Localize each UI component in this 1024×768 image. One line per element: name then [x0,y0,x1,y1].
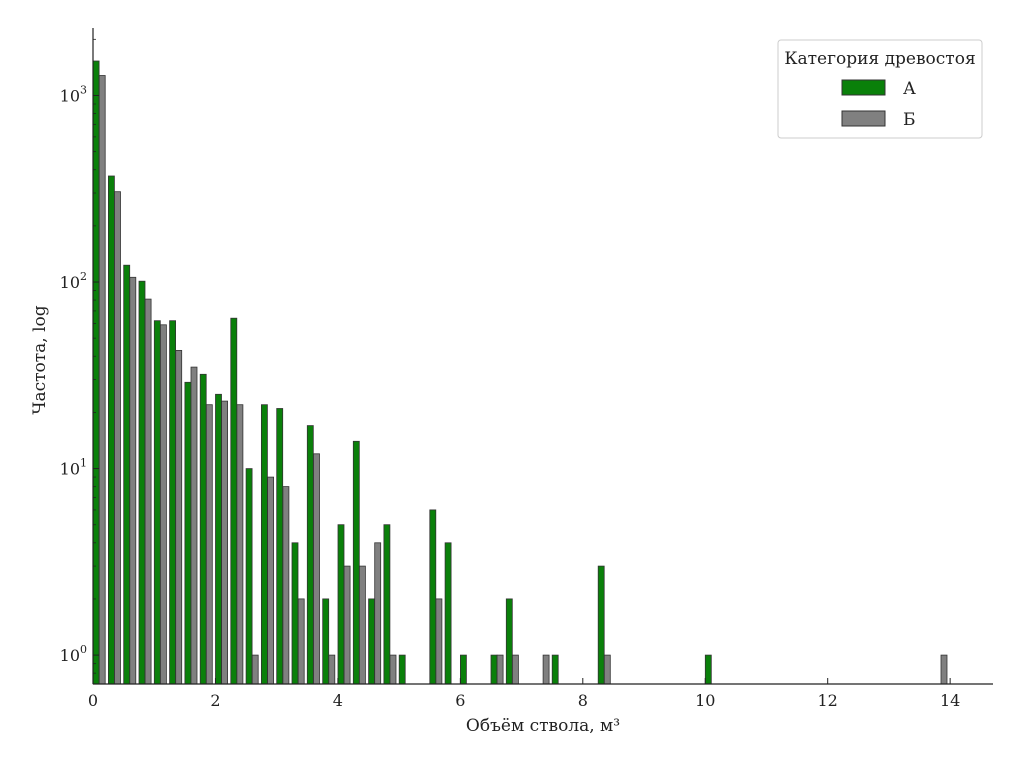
bar-b-3 [144,298,152,685]
bar-b-15 [328,654,336,685]
legend-label-b: Б [903,110,916,130]
bar-b-1 [114,191,121,685]
bar-b-13 [297,598,305,685]
bar-b-11 [267,476,275,685]
bar-a-12 [276,408,284,685]
bar-a-4 [153,320,161,685]
bar-a-3 [138,280,146,685]
x-axis-ticks: 0 2 4 6 8 10 12 14 [88,678,960,710]
bar-b-25 [940,654,948,685]
bar-b-16 [343,565,351,685]
y-axis-ticks: 100 101 102 103 [60,38,99,685]
bar-a-28 [704,654,712,685]
bar-a-14 [306,425,314,685]
bar-a-21 [429,509,437,685]
y-axis-title: Частота, log [30,305,50,414]
bar-b-9 [236,404,244,685]
bar-a-17 [352,440,360,685]
legend-swatch-a [841,79,886,96]
bar-a-8 [215,393,222,685]
legend-swatch-b [841,110,886,127]
bar-a-2 [123,264,131,685]
bar-a-23 [459,654,467,685]
bar-b-14 [313,453,320,685]
bar-a-16 [337,524,345,685]
bar-b-18 [374,542,382,685]
bar-b-5 [175,349,183,685]
bar-b-8 [221,400,229,685]
bar-a-25 [505,598,513,685]
series-a-bars [92,60,712,685]
legend-title: Категория древостоя [784,49,975,69]
bar-a-7 [199,373,207,685]
bar-b-24 [603,654,611,685]
bar-a-1 [108,175,115,685]
bar-b-17 [358,565,366,685]
legend-label-a: А [903,79,916,99]
series-b-bars [98,75,948,685]
x-tick-label: 12 [818,691,838,710]
bar-b-4 [159,324,167,685]
legend: Категория древостоя А Б [777,39,983,139]
bar-a-26 [551,654,559,685]
bar-b-10 [251,654,259,685]
bar-b-6 [190,366,198,685]
y-tick-label: 100 [60,643,87,665]
bar-a-19 [383,524,391,685]
bar-b-20 [435,598,443,685]
y-tick-label: 102 [60,270,87,292]
bar-a-13 [291,542,299,685]
y-tick-label: 103 [60,83,87,105]
x-tick-label: 8 [578,691,588,710]
bar-b-2 [129,276,137,685]
x-tick-label: 4 [333,691,343,710]
bar-a-5 [169,320,177,685]
bar-b-7 [205,404,213,685]
bar-b-19 [389,654,397,685]
bar-a-18 [368,598,376,685]
bar-a-0 [92,60,100,685]
x-axis-title: Объём ствола, м³ [466,716,620,736]
x-tick-label: 10 [695,691,715,710]
bar-b-22 [512,654,519,685]
x-tick-label: 0 [88,691,98,710]
bar-b-23 [542,654,550,685]
bar-a-11 [260,404,268,685]
bar-a-20 [398,654,406,685]
y-tick-label: 101 [60,457,87,479]
bar-b-12 [282,486,290,685]
bar-a-27 [597,565,605,685]
bar-a-6 [184,381,192,685]
x-tick-label: 6 [455,691,465,710]
bar-a-22 [444,542,452,685]
bar-a-24 [490,654,498,685]
bar-a-15 [322,598,330,685]
x-tick-label: 14 [940,691,960,710]
bar-a-10 [245,468,253,685]
bar-b-21 [496,654,504,685]
bar-b-0 [98,75,106,685]
bar-a-9 [230,317,238,685]
x-tick-label: 2 [210,691,220,710]
